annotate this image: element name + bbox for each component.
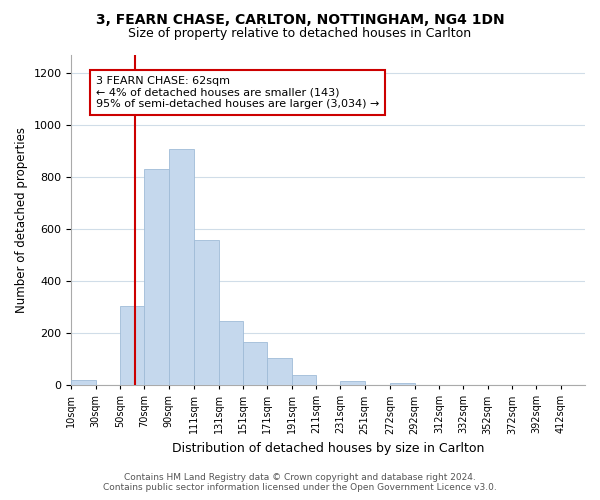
Text: Size of property relative to detached houses in Carlton: Size of property relative to detached ho… xyxy=(128,28,472,40)
Bar xyxy=(194,240,218,385)
Bar xyxy=(340,381,365,385)
Bar xyxy=(390,382,415,385)
Text: 3 FEARN CHASE: 62sqm
← 4% of detached houses are smaller (143)
95% of semi-detac: 3 FEARN CHASE: 62sqm ← 4% of detached ho… xyxy=(96,76,379,109)
Bar xyxy=(218,322,243,385)
Text: 3, FEARN CHASE, CARLTON, NOTTINGHAM, NG4 1DN: 3, FEARN CHASE, CARLTON, NOTTINGHAM, NG4… xyxy=(95,12,505,26)
Bar xyxy=(71,380,96,385)
Y-axis label: Number of detached properties: Number of detached properties xyxy=(15,127,28,313)
X-axis label: Distribution of detached houses by size in Carlton: Distribution of detached houses by size … xyxy=(172,442,484,455)
Bar xyxy=(169,148,194,385)
Text: Contains HM Land Registry data © Crown copyright and database right 2024.
Contai: Contains HM Land Registry data © Crown c… xyxy=(103,473,497,492)
Bar xyxy=(268,358,292,385)
Bar xyxy=(120,306,145,385)
Bar xyxy=(292,376,316,385)
Bar xyxy=(243,342,268,385)
Bar xyxy=(145,170,169,385)
